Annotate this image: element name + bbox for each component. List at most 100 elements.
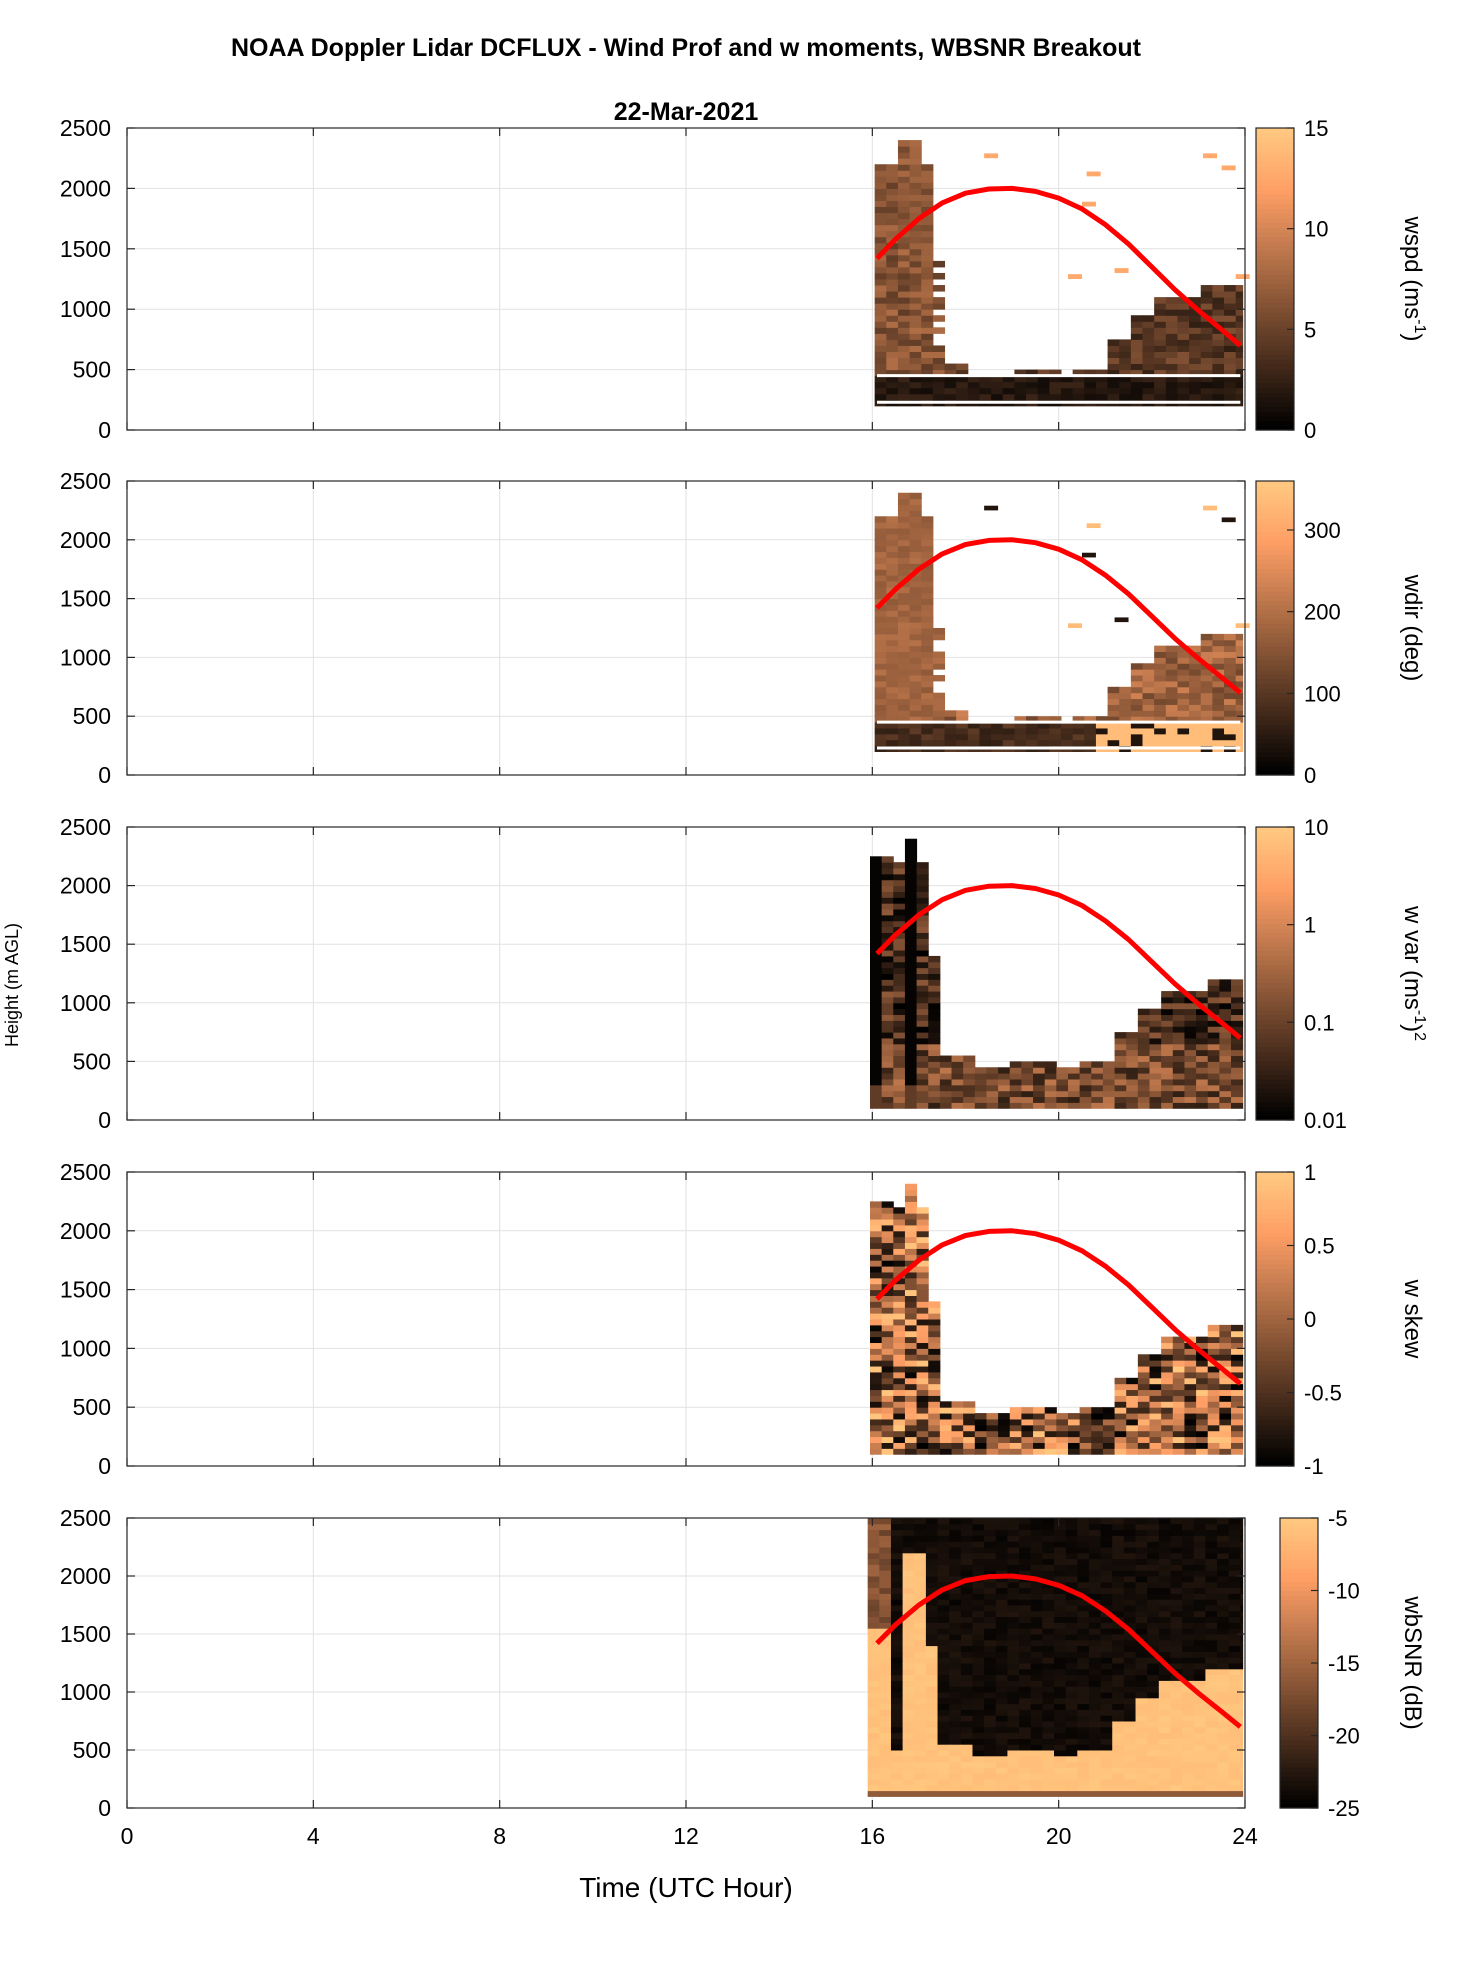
heatmap-cell xyxy=(995,1755,1008,1763)
heatmap-cell xyxy=(914,1715,927,1722)
heatmap-cell xyxy=(1224,285,1237,292)
heatmap-cell xyxy=(960,1593,973,1600)
heatmap-cell xyxy=(1212,297,1225,304)
heatmap-cell xyxy=(1196,1090,1209,1098)
heatmap-cell xyxy=(1172,1014,1185,1021)
heatmap-cell xyxy=(928,991,941,998)
heatmap-cell xyxy=(984,1790,997,1797)
heatmap-cell xyxy=(1054,1529,1067,1536)
heatmap-cell xyxy=(916,1336,929,1344)
heatmap-cell xyxy=(1072,369,1085,377)
heatmap-cell xyxy=(870,1102,883,1109)
heatmap-cell xyxy=(991,739,1004,747)
colorbar-step xyxy=(1280,1762,1318,1768)
heatmap-cell xyxy=(1184,1348,1197,1355)
heatmap-cell xyxy=(932,369,946,377)
heatmap-cell xyxy=(1170,1552,1183,1560)
heatmap-cell xyxy=(904,1260,918,1267)
heatmap-cell xyxy=(1037,739,1050,747)
heatmap-cell xyxy=(1044,1084,1057,1092)
heatmap-cell xyxy=(1065,1750,1078,1757)
colorbar-step xyxy=(1256,1438,1294,1444)
heatmap-cell xyxy=(1205,1761,1218,1768)
colorbar-step xyxy=(1256,1097,1294,1103)
heatmap-cell xyxy=(904,932,918,939)
heatmap-cell xyxy=(937,1744,950,1751)
heatmap-cell xyxy=(1135,1564,1148,1571)
heatmap-cell xyxy=(886,686,899,694)
heatmap-cell xyxy=(909,158,922,165)
heatmap-cell xyxy=(886,291,899,298)
heatmap-cell xyxy=(874,176,887,183)
heatmap-cell xyxy=(1114,1413,1127,1420)
heatmap-cell xyxy=(893,1448,906,1455)
heatmap-cell xyxy=(1030,1668,1043,1676)
heatmap-cell xyxy=(886,580,899,588)
heatmap-cell xyxy=(1205,1628,1218,1635)
heatmap-cell xyxy=(881,1254,894,1261)
heatmap-cell xyxy=(949,1738,962,1745)
heatmap-cell xyxy=(867,1738,880,1745)
colorbar-step xyxy=(1256,549,1294,556)
heatmap-cell xyxy=(1161,1430,1174,1438)
heatmap-cell xyxy=(1196,1037,1209,1045)
colorbar-tick-label: 200 xyxy=(1304,600,1341,625)
heatmap-cell xyxy=(972,1547,985,1554)
heatmap-cell xyxy=(902,1697,915,1705)
heatmap-cell xyxy=(1217,1576,1230,1583)
heatmap-cell xyxy=(960,1610,973,1618)
heatmap-cell xyxy=(1142,716,1155,723)
heatmap-cell xyxy=(960,1599,973,1606)
heatmap-cell xyxy=(874,357,887,365)
heatmap-cell xyxy=(939,1102,953,1109)
heatmap-cell xyxy=(1177,387,1190,395)
heatmap-cell xyxy=(1100,1715,1113,1722)
heatmap-cell xyxy=(870,1289,883,1296)
heatmap-cell xyxy=(1137,1037,1151,1045)
heatmap-cell xyxy=(879,1558,892,1565)
heatmap-cell xyxy=(939,1055,953,1062)
heatmap-cell xyxy=(881,868,894,875)
heatmap-cell xyxy=(963,1061,976,1068)
y-tick-label: 2000 xyxy=(60,527,111,553)
heatmap-cell xyxy=(1240,1686,1244,1693)
x-tick-label: 8 xyxy=(493,1823,506,1849)
heatmap-cell xyxy=(1240,1622,1244,1629)
heatmap-cell xyxy=(1184,1436,1197,1443)
heatmap-cell xyxy=(1224,651,1237,658)
heatmap-cell xyxy=(1161,1084,1174,1092)
heatmap-cell xyxy=(1065,1599,1078,1606)
heatmap-cell xyxy=(1172,1026,1185,1033)
heatmap-cell xyxy=(874,279,887,286)
heatmap-cell xyxy=(1193,1581,1206,1589)
heatmap-cell xyxy=(1147,1779,1160,1786)
heatmap-cell xyxy=(897,236,911,244)
heatmap-cell xyxy=(921,254,934,262)
heatmap-cell xyxy=(984,1767,997,1774)
heatmap-cell xyxy=(1026,716,1039,723)
heatmap-cell xyxy=(937,1767,950,1774)
heatmap-cell xyxy=(925,1784,939,1792)
heatmap-cell xyxy=(1205,1779,1218,1786)
heatmap-cell xyxy=(1002,393,1015,401)
heatmap-cell xyxy=(879,1518,892,1525)
heatmap-cell xyxy=(1231,985,1244,992)
heatmap-cell xyxy=(904,1354,918,1361)
heatmap-cell xyxy=(904,850,918,857)
heatmap-cell xyxy=(998,1448,1011,1455)
heatmap-cell xyxy=(1205,1547,1218,1554)
heatmap-cell xyxy=(909,260,922,268)
heatmap-cell xyxy=(1077,1645,1090,1652)
heatmap-cell xyxy=(893,1207,906,1214)
heatmap-cell xyxy=(937,1738,950,1745)
heatmap-cell xyxy=(879,1587,892,1594)
heatmap-cell xyxy=(1114,1032,1127,1039)
heatmap-cell xyxy=(925,1692,939,1699)
heatmap-cell xyxy=(1158,1628,1171,1635)
heatmap-cell xyxy=(1196,1026,1209,1033)
heatmap-cell xyxy=(1007,1558,1020,1565)
colorbar-step xyxy=(1256,683,1294,689)
heatmap-cell xyxy=(1189,686,1202,694)
heatmap-cell xyxy=(1088,1634,1102,1641)
heatmap-cell xyxy=(904,938,918,945)
